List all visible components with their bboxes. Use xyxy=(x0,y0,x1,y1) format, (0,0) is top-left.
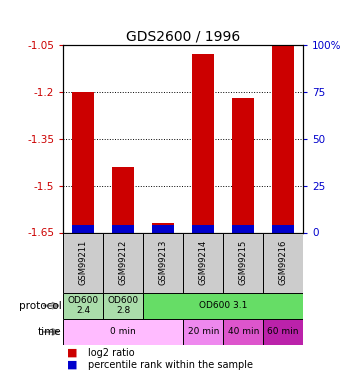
Bar xyxy=(63,319,183,345)
Bar xyxy=(112,225,134,232)
Bar xyxy=(183,319,223,345)
Text: 0 min: 0 min xyxy=(110,327,136,336)
Bar xyxy=(232,98,254,232)
Bar xyxy=(192,54,214,232)
Text: time: time xyxy=(38,327,61,337)
Text: protocol: protocol xyxy=(19,301,61,310)
Bar xyxy=(63,292,103,319)
Text: log2 ratio: log2 ratio xyxy=(88,348,135,358)
Text: GSM99214: GSM99214 xyxy=(199,240,208,285)
Text: GSM99211: GSM99211 xyxy=(79,240,88,285)
Text: GSM99213: GSM99213 xyxy=(159,240,168,285)
Text: GSM99212: GSM99212 xyxy=(119,240,128,285)
Title: GDS2600 / 1996: GDS2600 / 1996 xyxy=(126,30,240,44)
Text: GSM99216: GSM99216 xyxy=(279,240,288,285)
Text: ■: ■ xyxy=(67,360,77,370)
Bar xyxy=(223,319,263,345)
Text: 60 min: 60 min xyxy=(268,327,299,336)
Bar xyxy=(72,92,94,232)
Text: 20 min: 20 min xyxy=(187,327,219,336)
Bar xyxy=(103,232,143,292)
Bar xyxy=(263,319,303,345)
Bar xyxy=(152,225,174,232)
Bar xyxy=(263,232,303,292)
Text: percentile rank within the sample: percentile rank within the sample xyxy=(88,360,253,370)
Bar xyxy=(272,45,294,232)
Bar xyxy=(143,232,183,292)
Text: 40 min: 40 min xyxy=(227,327,259,336)
Bar xyxy=(63,232,103,292)
Text: ■: ■ xyxy=(67,348,77,358)
Text: OD600
2.4: OD600 2.4 xyxy=(68,296,99,315)
Text: GSM99215: GSM99215 xyxy=(239,240,248,285)
Bar xyxy=(232,225,254,232)
Text: OD600 3.1: OD600 3.1 xyxy=(199,301,247,310)
Bar xyxy=(183,232,223,292)
Bar xyxy=(272,225,294,232)
Bar xyxy=(223,232,263,292)
Bar xyxy=(112,167,134,232)
Bar xyxy=(143,292,303,319)
Bar xyxy=(152,223,174,232)
Bar xyxy=(72,225,94,232)
Bar xyxy=(103,292,143,319)
Text: OD600
2.8: OD600 2.8 xyxy=(108,296,139,315)
Bar xyxy=(192,225,214,232)
